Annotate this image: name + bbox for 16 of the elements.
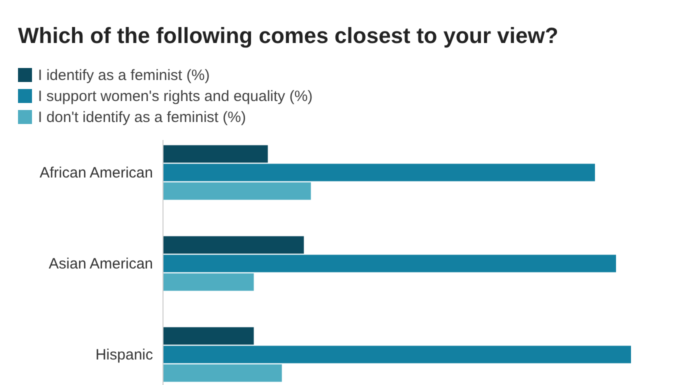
chart-title: Which of the following comes closest to your view? xyxy=(18,23,558,48)
legend-label: I support women's rights and equality (%) xyxy=(38,88,313,105)
bar xyxy=(163,273,254,291)
bar xyxy=(163,254,616,272)
legend-label: I identify as a feminist (%) xyxy=(38,67,210,84)
bar xyxy=(163,364,282,382)
bar xyxy=(163,327,254,345)
bar xyxy=(163,236,304,254)
bar xyxy=(163,145,268,163)
y-tick-label: Asian American xyxy=(48,256,153,272)
y-tick-label: Hispanic xyxy=(95,346,154,364)
bar xyxy=(163,182,311,200)
bar xyxy=(163,164,595,182)
bar xyxy=(163,346,631,364)
y-tick-label: African American xyxy=(40,164,153,182)
legend-label: I don't identify as a feminist (%) xyxy=(38,109,246,126)
